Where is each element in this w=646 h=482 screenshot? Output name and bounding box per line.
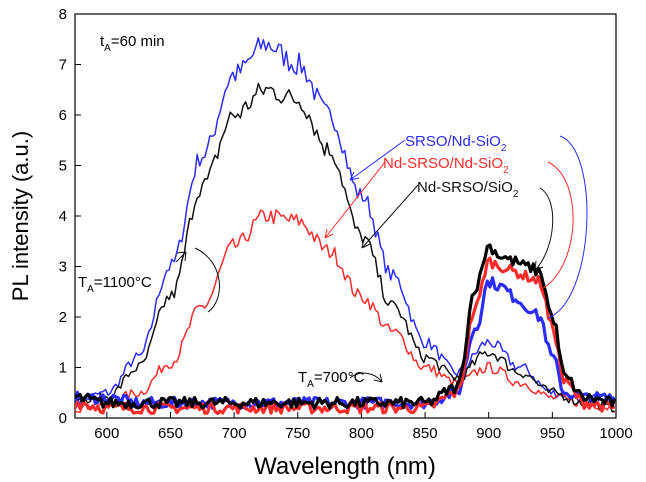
anneal-time-label: tA=60 min: [100, 33, 165, 54]
x-tick-label: 950: [540, 425, 565, 442]
x-tick-label: 800: [349, 425, 374, 442]
x-tick-label: 900: [476, 425, 501, 442]
y-tick-label: 6: [59, 107, 67, 124]
curve-1100-right: [194, 247, 220, 313]
y-tick-label: 5: [59, 158, 67, 175]
legend-label-nd-srso-sio2: Nd-SRSO/SiO2: [417, 179, 519, 200]
temp-low-label: TA=700°C: [298, 369, 365, 390]
series-line-700C-5: [75, 243, 616, 410]
y-tick-label: 3: [59, 259, 67, 276]
curve-ndsrso-sio-to-700: [534, 187, 554, 271]
curve-ndsrso-ndsio-to-700: [539, 161, 574, 291]
x-tick-label: 700: [222, 425, 247, 442]
x-tick-label: 850: [413, 425, 438, 442]
y-tick-label: 2: [59, 309, 67, 326]
y-tick-label: 1: [59, 360, 67, 377]
arrow-700: [349, 372, 383, 383]
x-axis-title: Wavelength (nm): [254, 453, 436, 480]
series-line-700C-3: [75, 276, 616, 410]
x-tick-label: 750: [285, 425, 310, 442]
y-axis-title: PL intensity (a.u.): [8, 131, 33, 301]
arrow-srso-to-peak: [349, 139, 406, 181]
axis-ticks: 600 650 700 750 800 850 900 950 1000 0 1 2 3 4 5 6 7 8: [59, 6, 633, 442]
curve-srso-to-700: [547, 135, 588, 319]
arrow-1100-left: [175, 251, 187, 263]
x-tick-label: 650: [158, 425, 183, 442]
y-tick-label: 7: [59, 57, 67, 74]
plot-frame: [74, 13, 617, 419]
legend-label-srso-nd-sio2: SRSO/Nd-SiO2: [405, 133, 507, 154]
annotation-arrows: [175, 135, 588, 383]
series-line-1100C-1: [75, 209, 615, 414]
legend-label-nd-srso-nd-sio2: Nd-SRSO/Nd-SiO2: [383, 155, 509, 176]
series-line-700C-4: [75, 256, 616, 415]
series-line-1100C-0: [75, 37, 615, 408]
x-tick-label: 600: [94, 425, 119, 442]
y-tick-label: 8: [59, 6, 67, 23]
y-tick-label: 4: [59, 208, 67, 225]
series-line-1100C-2: [75, 82, 615, 413]
temp-high-label: TA=1100°C: [78, 274, 152, 295]
arrow-ndsrso-sio-to-peak: [361, 184, 419, 249]
x-tick-label: 1000: [599, 425, 632, 442]
arrow-ndsrso-ndsio-to-peak: [324, 161, 386, 239]
y-tick-label: 0: [59, 410, 67, 427]
series-layer: [75, 37, 616, 415]
